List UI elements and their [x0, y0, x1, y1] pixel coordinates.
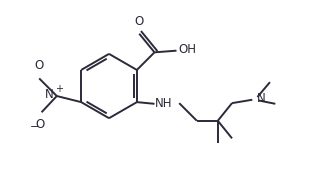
Text: N: N: [256, 91, 265, 105]
Text: O: O: [35, 118, 45, 131]
Text: O: O: [34, 59, 43, 72]
Text: −: −: [29, 122, 39, 132]
Text: OH: OH: [178, 43, 196, 57]
Text: NH: NH: [155, 97, 173, 110]
Text: +: +: [56, 84, 64, 94]
Text: O: O: [135, 15, 144, 28]
Text: N: N: [45, 88, 54, 101]
